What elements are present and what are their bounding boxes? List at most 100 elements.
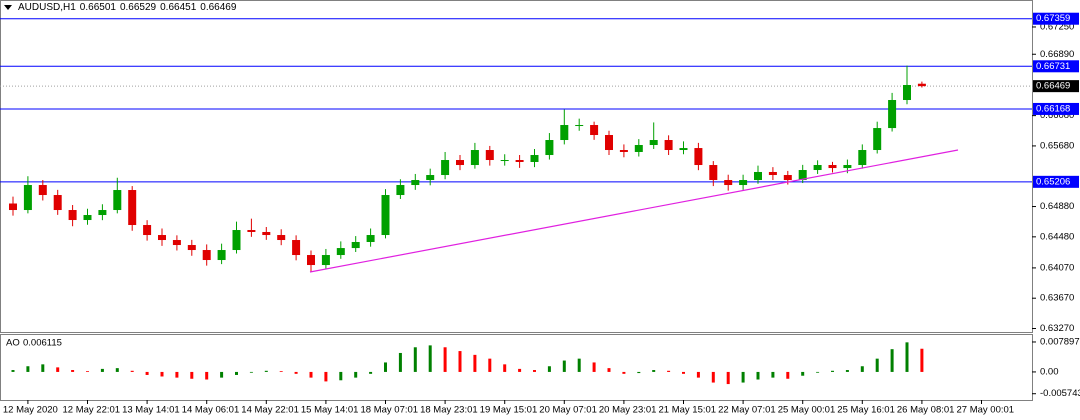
y-tick-label: 0.63670 <box>1040 293 1074 304</box>
ao-bar <box>652 370 656 372</box>
ao-bar <box>369 371 373 374</box>
ao-bar <box>905 342 909 372</box>
candle-body <box>232 230 241 251</box>
ao-name: AO <box>6 338 20 349</box>
candle-body <box>605 135 613 151</box>
header-close: 0.66469 <box>200 2 237 13</box>
candle-body <box>917 83 926 87</box>
candle-body <box>813 165 822 171</box>
ao-bar <box>890 349 894 372</box>
ao-bar <box>100 368 104 372</box>
x-tick-label: 18 May 23:01 <box>420 405 478 416</box>
level-label-box <box>1033 175 1079 188</box>
candle-body <box>858 150 867 166</box>
candle-body <box>739 180 748 186</box>
candle-body <box>530 155 539 162</box>
ao-bar <box>190 371 194 379</box>
candle-body <box>560 125 569 141</box>
candle-body <box>515 160 524 162</box>
candle-body <box>724 180 733 186</box>
ao-bar <box>443 347 447 372</box>
candle-body <box>754 171 762 181</box>
candle-body <box>545 140 554 156</box>
y-tick-label: 0.65680 <box>1040 140 1074 151</box>
ao-bar <box>562 360 566 372</box>
candle-body <box>158 235 166 241</box>
candle-body <box>411 180 420 186</box>
ao-bar <box>607 368 611 372</box>
candle-body <box>143 225 152 236</box>
ao-bar <box>428 345 432 372</box>
ao-bar <box>145 371 149 375</box>
header-high: 0.66529 <box>119 2 157 13</box>
candle-body <box>381 195 390 236</box>
ao-bar <box>592 362 596 372</box>
y-tick-label: 0.64480 <box>1040 231 1074 242</box>
candle-body <box>172 240 181 246</box>
current-price-label: 0.66469 <box>1036 81 1070 92</box>
level-label-box <box>1033 12 1079 25</box>
x-tick-label: 19 May 15:01 <box>480 405 538 416</box>
candle-body <box>903 85 911 101</box>
ao-tick-label: 0.00 <box>1040 366 1059 377</box>
candle-body <box>128 190 137 226</box>
candle-body <box>485 150 494 161</box>
level-label: 0.66168 <box>1036 103 1070 114</box>
ao-bar <box>71 370 75 372</box>
ao-bar <box>696 371 700 378</box>
ao-bar <box>771 371 775 378</box>
level-label: 0.66731 <box>1036 61 1070 72</box>
candle-body <box>768 171 777 176</box>
candle-body <box>53 195 62 211</box>
candle-body <box>113 190 122 211</box>
candle-body <box>321 255 330 266</box>
candle-body <box>426 175 435 181</box>
candle-body <box>292 240 301 256</box>
ao-bar <box>11 370 15 372</box>
ao-bar <box>711 371 715 383</box>
ao-bar <box>577 358 581 372</box>
candle-body <box>679 148 688 151</box>
candle-body <box>307 255 315 266</box>
candle-body <box>590 125 599 136</box>
candle-body <box>202 250 211 261</box>
candle-body <box>709 165 718 181</box>
trend-line <box>309 149 959 273</box>
ao-bar <box>398 352 402 372</box>
x-tick-label: 14 May 06:01 <box>182 405 240 416</box>
candle-body <box>888 100 897 129</box>
x-tick-label: 20 May 07:01 <box>539 405 597 416</box>
candle-body <box>68 210 77 221</box>
ao-bar <box>86 371 89 372</box>
ao-bar <box>920 348 924 372</box>
x-tick-label: 12 May 22:01 <box>63 405 121 416</box>
candle-body <box>247 230 256 232</box>
ao-bar <box>547 366 551 372</box>
ao-bar <box>115 368 119 372</box>
x-tick-label: 20 May 23:01 <box>599 405 657 416</box>
ao-bar <box>175 371 179 378</box>
ao-bar <box>533 370 536 372</box>
candle-body <box>634 145 643 152</box>
x-tick-label: 27 May 00:01 <box>957 405 1015 416</box>
x-tick-label: 13 May 14:01 <box>122 405 180 416</box>
candle-body <box>843 165 852 169</box>
candle-body <box>366 235 375 242</box>
symbol-title: AUDUSD,H1 <box>18 2 76 13</box>
x-tick-label: 18 May 07:01 <box>361 405 419 416</box>
candle-body <box>783 175 792 181</box>
level-label: 0.67359 <box>1036 13 1070 24</box>
ao-bar <box>294 371 298 374</box>
candle-body <box>873 128 882 151</box>
candle-body <box>336 248 345 256</box>
candle-body <box>694 148 703 166</box>
ao-bar <box>682 371 685 374</box>
candle-body <box>9 203 17 211</box>
x-tick-label: 26 May 08:01 <box>897 405 955 416</box>
header-low: 0.66451 <box>160 2 197 13</box>
ao-bar <box>41 364 45 372</box>
ao-bar <box>220 371 224 378</box>
level-label-box <box>1033 102 1079 115</box>
candle-body <box>351 241 360 249</box>
x-tick-label: 25 May 16:01 <box>837 405 895 416</box>
